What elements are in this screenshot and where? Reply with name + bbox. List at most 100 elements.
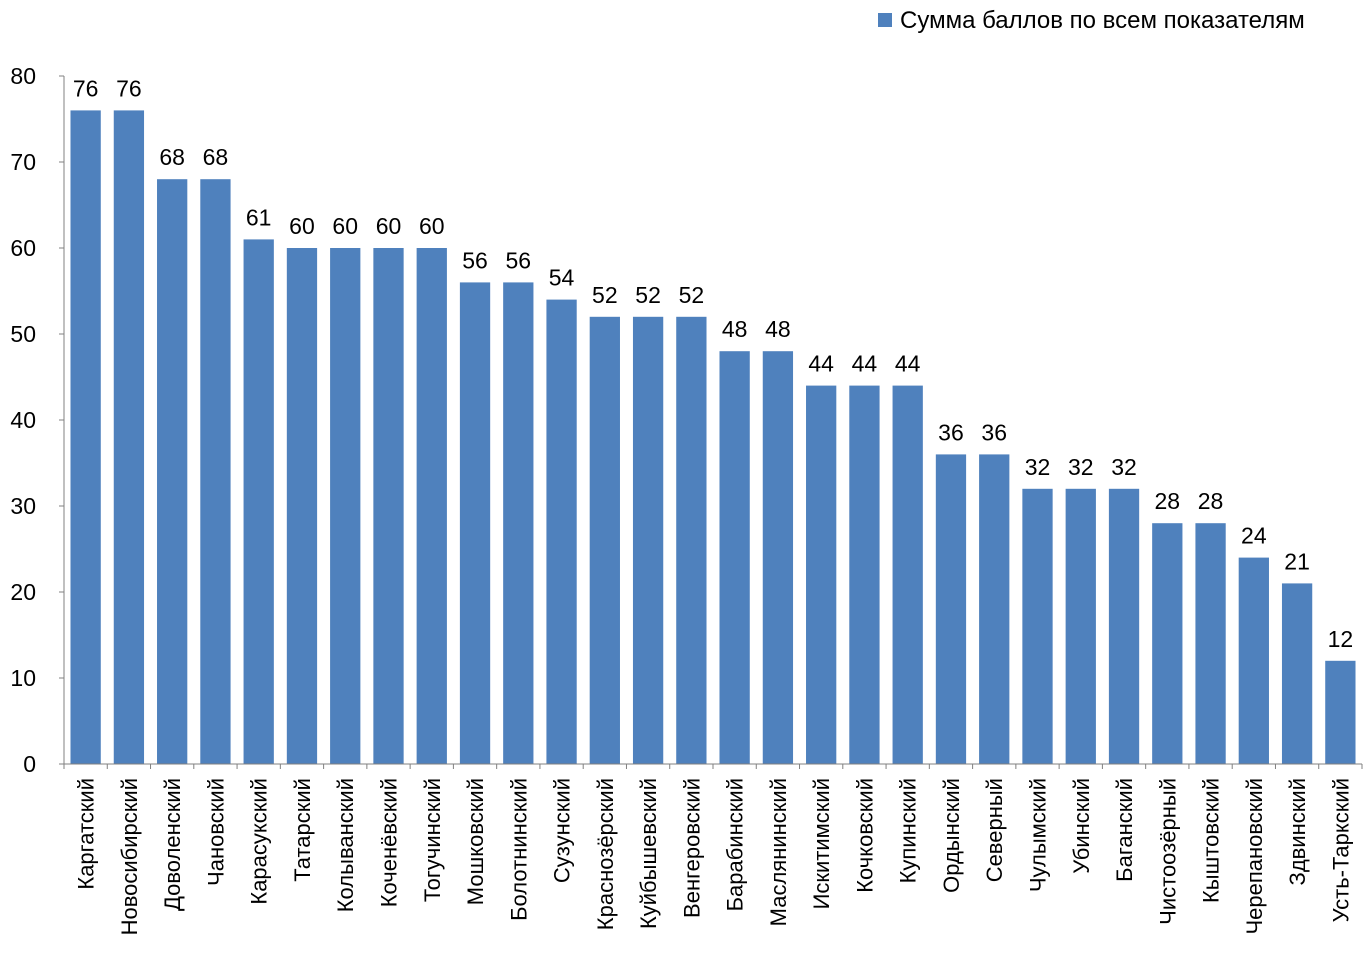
- x-tick-label: Маслянинский: [766, 778, 791, 926]
- data-label: 52: [679, 282, 705, 308]
- data-label: 56: [506, 247, 532, 273]
- data-label: 54: [549, 265, 575, 291]
- y-tick-label: 0: [23, 751, 36, 777]
- legend-swatch: [878, 13, 892, 27]
- bar: [632, 316, 664, 764]
- x-tick-label: Болотнинский: [506, 778, 531, 921]
- bar: [373, 248, 404, 764]
- x-tick-label: Черепановский: [1242, 778, 1267, 935]
- x-tick-label: Барабинский: [723, 778, 748, 911]
- data-label: 32: [1111, 454, 1137, 480]
- x-tick-label: Чановский: [203, 778, 228, 886]
- x-tick-label: Коченёвский: [377, 778, 402, 907]
- bar: [1238, 557, 1269, 764]
- x-tick-label: Здвинский: [1285, 778, 1310, 885]
- bar: [243, 239, 274, 764]
- x-tick-label: Краснозёрский: [593, 778, 618, 930]
- bar: [719, 351, 750, 764]
- data-labels: 76 76 68 68 61 60 60 60 60 56 56 54 52 52 52 48 48 44 44 44…: [73, 75, 1353, 651]
- y-tick-label: 60: [10, 235, 36, 261]
- x-tick-label: Чистоозёрный: [1155, 778, 1180, 925]
- bar: [849, 385, 880, 764]
- bar: [1152, 523, 1183, 764]
- x-tick-label: Кыштовский: [1199, 778, 1224, 903]
- data-label: 36: [981, 419, 1007, 445]
- bar: [200, 179, 231, 764]
- data-label: 76: [73, 75, 99, 101]
- x-tick-label: Доволенский: [160, 778, 185, 911]
- x-tick-label: Новосибирский: [117, 778, 142, 935]
- x-tick-label: Татарский: [290, 778, 315, 882]
- bar: [1325, 660, 1356, 764]
- bar: [416, 248, 447, 764]
- bar: [503, 282, 534, 764]
- bar: [892, 385, 923, 764]
- data-label: 68: [159, 144, 185, 170]
- x-tick-label: Тогучинский: [420, 778, 445, 902]
- bar: [546, 299, 577, 764]
- legend-label: Сумма баллов по всем показателям: [900, 7, 1305, 34]
- y-tick-label: 20: [10, 579, 36, 605]
- x-tick-label: Усть-Таркский: [1328, 778, 1353, 922]
- data-label: 60: [289, 213, 315, 239]
- data-label: 44: [895, 351, 921, 377]
- data-label: 48: [765, 316, 791, 342]
- data-label: 76: [116, 75, 142, 101]
- bar: [1281, 583, 1313, 764]
- data-label: 44: [808, 351, 834, 377]
- x-tick-label: Ордынский: [939, 778, 964, 893]
- y-tick-label: 80: [10, 63, 36, 89]
- bar: [70, 110, 101, 764]
- y-tick-label: 10: [10, 665, 36, 691]
- data-label: 56: [462, 247, 488, 273]
- y-axis: 0 10 20 30 40 50 60 70 80: [10, 63, 65, 777]
- data-label: 28: [1198, 488, 1224, 514]
- y-tick-label: 40: [10, 407, 36, 433]
- bars: [70, 110, 1356, 764]
- x-tick-label: Убинский: [1069, 778, 1094, 874]
- data-label: 36: [938, 419, 964, 445]
- bar: [1195, 523, 1226, 764]
- x-tick-label: Чулымский: [1026, 778, 1051, 892]
- data-label: 60: [419, 213, 445, 239]
- y-tick-label: 50: [10, 321, 36, 347]
- data-label: 12: [1328, 626, 1354, 652]
- x-tick-label: Купинский: [896, 778, 921, 883]
- bar: [676, 316, 707, 764]
- bar: [330, 248, 361, 764]
- x-tick-label: Кочковский: [852, 778, 877, 893]
- bar: [113, 110, 145, 764]
- x-tick-label: Баганский: [1112, 778, 1137, 882]
- bar: [979, 454, 1010, 764]
- x-tick-label: Колыванский: [333, 778, 358, 912]
- y-tick-label: 70: [10, 149, 36, 175]
- x-tick-label: Куйбышевский: [636, 778, 661, 929]
- data-label: 28: [1155, 488, 1181, 514]
- data-label: 21: [1284, 548, 1310, 574]
- bar: [459, 282, 491, 764]
- data-label: 52: [592, 282, 618, 308]
- x-tick-label: Карасукский: [247, 778, 272, 905]
- data-label: 44: [852, 351, 878, 377]
- data-label: 32: [1068, 454, 1094, 480]
- bar: [157, 179, 188, 764]
- data-label: 52: [635, 282, 661, 308]
- bar: [935, 454, 967, 764]
- bar: [286, 248, 318, 764]
- x-tick-label: Сузунский: [550, 778, 575, 883]
- data-label: 61: [246, 204, 272, 230]
- data-label: 60: [332, 213, 358, 239]
- bar: [1108, 488, 1140, 764]
- y-tick-label: 30: [10, 493, 36, 519]
- bar: [806, 385, 837, 764]
- x-tick-label: Каргатский: [74, 778, 99, 890]
- legend: Сумма баллов по всем показателям: [878, 7, 1305, 34]
- bar: [1022, 488, 1053, 764]
- x-axis: Каргатский Новосибирский Доволенский Чановс…: [63, 763, 1363, 935]
- data-label: 60: [376, 213, 402, 239]
- bar: [589, 316, 620, 764]
- x-tick-label: Мошковский: [463, 778, 488, 905]
- data-label: 48: [722, 316, 748, 342]
- data-label: 68: [203, 144, 229, 170]
